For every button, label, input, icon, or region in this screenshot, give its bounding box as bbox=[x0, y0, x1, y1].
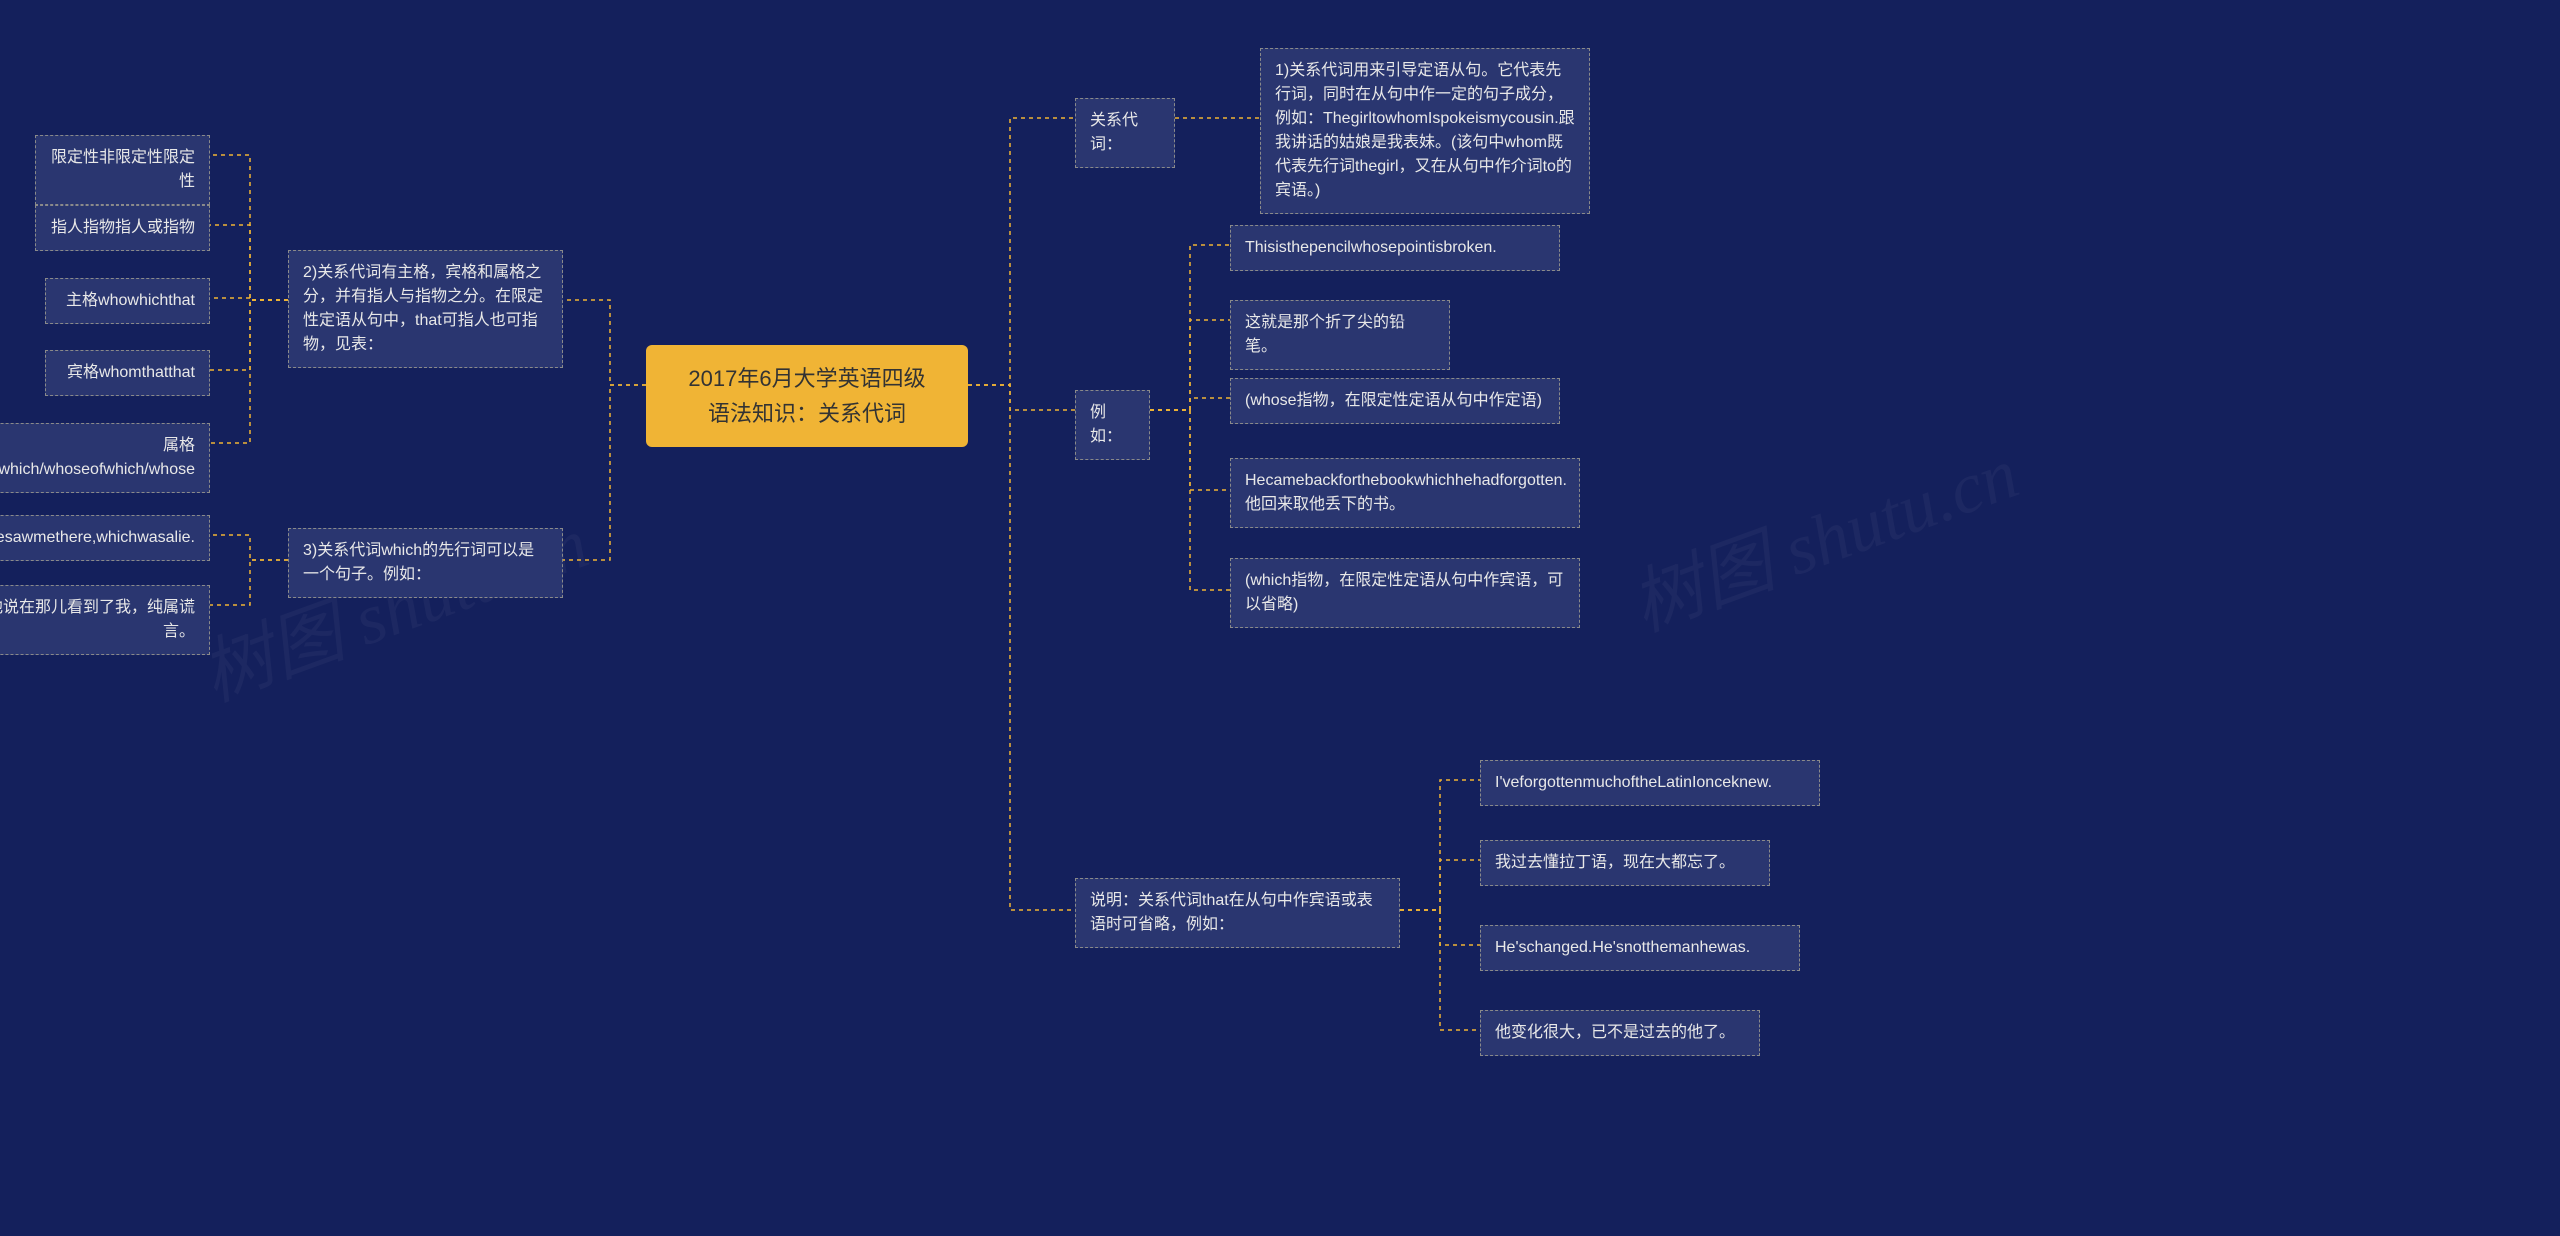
right-b1: 关系代词： bbox=[1075, 98, 1175, 168]
watermark: 树图 shutu.cn bbox=[184, 484, 600, 721]
root-line2: 语法知识：关系代词 bbox=[670, 396, 944, 431]
left-b2: 3)关系代词which的先行词可以是一个句子。例如： bbox=[288, 528, 563, 598]
left-b1-c5: 属格whoseofwhich/whoseofwhich/whose bbox=[0, 423, 210, 493]
left-b1-c3: 主格whowhichthat bbox=[45, 278, 210, 324]
root-line1: 2017年6月大学英语四级 bbox=[670, 361, 944, 396]
watermark: 树图 shutu.cn bbox=[1614, 414, 2030, 651]
right-b3-c2: 我过去懂拉丁语，现在大都忘了。 bbox=[1480, 840, 1770, 886]
right-b2: 例如： bbox=[1075, 390, 1150, 460]
right-b2-c5: (which指物，在限定性定语从句中作宾语，可以省略) bbox=[1230, 558, 1580, 628]
left-b1-c1: 限定性非限定性限定性 bbox=[35, 135, 210, 205]
left-b2-c1: Hesaidhesawmethere,whichwasalie. bbox=[0, 515, 210, 561]
left-b1-c2: 指人指物指人或指物 bbox=[35, 205, 210, 251]
right-b3-c3: He'schanged.He'snotthemanhewas. bbox=[1480, 925, 1800, 971]
left-b1: 2)关系代词有主格，宾格和属格之分，并有指人与指物之分。在限定性定语从句中，th… bbox=[288, 250, 563, 368]
right-b3-c1: I'veforgottenmuchoftheLatinIonceknew. bbox=[1480, 760, 1820, 806]
right-b2-c4: Hecamebackforthebookwhichhehadforgotten.… bbox=[1230, 458, 1580, 528]
right-b2-c2: 这就是那个折了尖的铅笔。 bbox=[1230, 300, 1450, 370]
root-node: 2017年6月大学英语四级 语法知识：关系代词 bbox=[646, 345, 968, 447]
right-b2-c3: (whose指物，在限定性定语从句中作定语) bbox=[1230, 378, 1560, 424]
left-b1-c4: 宾格whomthatthat bbox=[45, 350, 210, 396]
right-b3: 说明：关系代词that在从句中作宾语或表语时可省略，例如： bbox=[1075, 878, 1400, 948]
right-b1-child: 1)关系代词用来引导定语从句。它代表先行词，同时在从句中作一定的句子成分，例如：… bbox=[1260, 48, 1590, 214]
right-b3-c4: 他变化很大，已不是过去的他了。 bbox=[1480, 1010, 1760, 1056]
left-b2-c2: 他说在那儿看到了我，纯属谎言。 bbox=[0, 585, 210, 655]
right-b2-c1: Thisisthepencilwhosepointisbroken. bbox=[1230, 225, 1560, 271]
